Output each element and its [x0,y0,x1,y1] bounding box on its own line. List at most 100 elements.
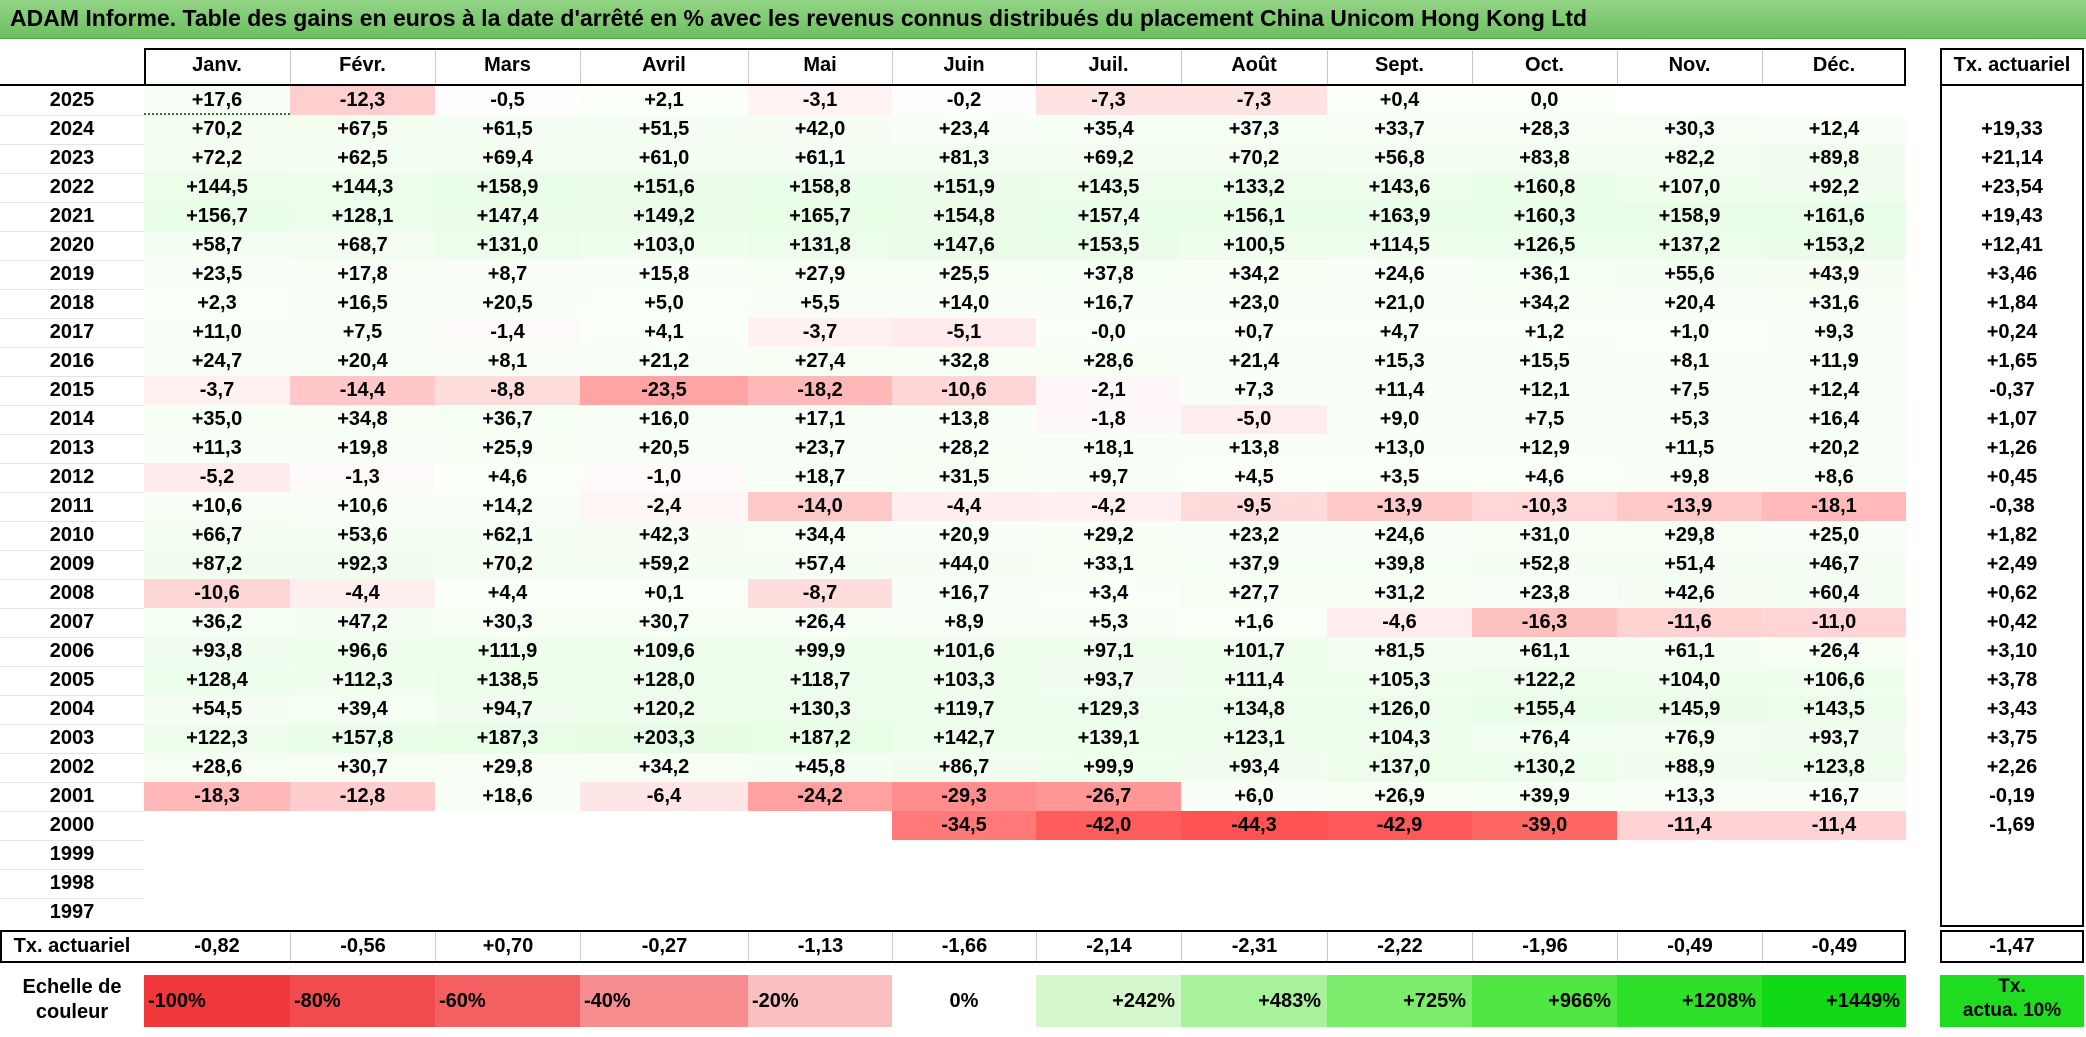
annual-rate-cell [1940,86,2084,115]
heatmap-cell: -4,4 [290,579,435,608]
grid-line-horizontal [0,608,144,609]
heatmap-cell: -5,2 [144,463,290,492]
footer-label: Tx. actuariel [13,935,131,957]
heatmap-cell: +12,4 [1762,376,1906,405]
heatmap-cell: +1,6 [1181,608,1327,637]
heatmap-cell: +9,3 [1762,318,1906,347]
month-header-2: Févr. [339,54,386,76]
heatmap-cell: +24,6 [1327,260,1472,289]
year-row: 2016 +24,7 +20,4 +8,1 +21,2 +27,4 +32,8 +28,6 +2… [0,347,2086,376]
year-row: 2019 +23,5 +17,8 +8,7 +15,8 +27,9 +25,5 +37,8 +3… [0,260,2086,289]
heatmap-cell: +151,6 [580,173,748,202]
heatmap-cell: -34,5 [892,811,1036,840]
heatmap-cell: +89,8 [1762,144,1906,173]
year-label: 2012 [49,466,95,488]
heatmap-cell: +130,3 [748,695,892,724]
year-row: 2012 -5,2 -1,3 +4,6 -1,0 +18,7 +31,5 +9,7 +4,5 +3… [0,463,2086,492]
heatmap-cell: +94,7 [435,695,580,724]
scale-step: -60% [435,975,580,1027]
heatmap-cell: +97,1 [1036,637,1181,666]
year-label: 2020 [49,234,95,256]
heatmap-cell: +10,6 [144,492,290,521]
grid-line-horizontal [0,724,144,725]
heatmap-cell: +30,3 [435,608,580,637]
year-label: 2006 [49,640,95,662]
year-row: 2015 -3,7 -14,4 -8,8 -23,5 -18,2 -10,6 -2,1 +7,3… [0,376,2086,405]
annual-rate-cell: +12,41 [1981,234,2043,256]
heatmap-cell: +163,9 [1327,202,1472,231]
heatmap-cell: +143,6 [1327,173,1472,202]
grid-line-horizontal [0,260,144,261]
year-label: 2023 [49,147,95,169]
heatmap-cell: +18,7 [748,463,892,492]
month-header-4: Avril [642,54,686,76]
heatmap-cell: +16,7 [1036,289,1181,318]
heatmap-cell: -16,3 [1472,608,1617,637]
heatmap-cell [580,840,748,869]
year-row: 2007 +36,2 +47,2 +30,3 +30,7 +26,4 +8,9 +5,3 +1,… [0,608,2086,637]
heatmap-cell: +101,7 [1181,637,1327,666]
heatmap-cell: +76,9 [1617,724,1762,753]
heatmap-cell: -8,7 [748,579,892,608]
heatmap-cell: +92,2 [1762,173,1906,202]
heatmap-cell: -1,3 [290,463,435,492]
grid-line-horizontal [0,521,144,522]
grid-line-horizontal [0,753,144,754]
heatmap-cell: -18,3 [144,782,290,811]
heatmap-cell: +29,2 [1036,521,1181,550]
heatmap-cell: -10,6 [144,579,290,608]
heatmap-cell: -13,9 [1617,492,1762,521]
annual-rate-cell: +2,26 [1986,756,2038,778]
heatmap-cell [144,869,290,898]
heatmap-cell: +12,9 [1472,434,1617,463]
annual-rate-cell: +1,26 [1986,437,2038,459]
heatmap-cell: +15,8 [580,260,748,289]
heatmap-cell: +23,0 [1181,289,1327,318]
scale-step: +483% [1181,975,1327,1027]
heatmap-cell: +105,3 [1327,666,1472,695]
heatmap-cell: +20,4 [1617,289,1762,318]
heatmap-cell: +5,5 [748,289,892,318]
month-header-1: Janv. [192,54,242,76]
heatmap-cell [290,811,435,840]
heatmap-cell: +17,6 [144,86,290,115]
heatmap-cell: -18,1 [1762,492,1906,521]
heatmap-cell: +88,9 [1617,753,1762,782]
year-label: 2005 [49,669,95,691]
heatmap-cell [1181,840,1327,869]
heatmap-cell: +26,4 [1762,637,1906,666]
heatmap-cell: +8,1 [435,347,580,376]
heatmap-cell: +144,5 [144,173,290,202]
year-row: 2003 +122,3 +157,8 +187,3 +203,3 +187,2 +142,7… [0,724,2086,753]
heatmap-cell: +36,1 [1472,260,1617,289]
heatmap-cell: -42,9 [1327,811,1472,840]
heatmap-cell: +107,0 [1617,173,1762,202]
heatmap-cell: +158,8 [748,173,892,202]
grid-line-horizontal [0,347,144,348]
heatmap-cell: +30,7 [580,608,748,637]
heatmap-cell: +4,6 [1472,463,1617,492]
heatmap-cell: -9,5 [1181,492,1327,521]
grid-line-horizontal [0,463,144,464]
heatmap-cell: +147,4 [435,202,580,231]
heatmap-cell: +8,1 [1617,347,1762,376]
heatmap-cell: +153,2 [1762,231,1906,260]
heatmap-cell: +27,9 [748,260,892,289]
heatmap-cell: +58,7 [144,231,290,260]
heatmap-cell: +29,8 [1617,521,1762,550]
year-row: 2024 +70,2 +67,5 +61,5 +51,5 +42,0 +23,4 +35,4 +… [0,115,2086,144]
heatmap-cell: +131,8 [748,231,892,260]
annual-rate-cell: +3,75 [1986,727,2038,749]
heatmap-cell: -5,1 [892,318,1036,347]
heatmap-cell: +27,4 [748,347,892,376]
heatmap-cell: +2,3 [144,289,290,318]
year-row: 2009 +87,2 +92,3 +70,2 +59,2 +57,4 +44,0 +33,1 +… [0,550,2086,579]
heatmap-cell: +12,4 [1762,115,1906,144]
heatmap-cell: +126,0 [1327,695,1472,724]
heatmap-cell: +92,3 [290,550,435,579]
annual-rate-cell: +1,82 [1986,524,2038,546]
grid-line-horizontal [0,579,144,580]
annual-rate-cell: +3,10 [1986,640,2038,662]
heatmap-cell [435,898,580,927]
annual-rate-cell: -1,69 [1989,814,2035,836]
